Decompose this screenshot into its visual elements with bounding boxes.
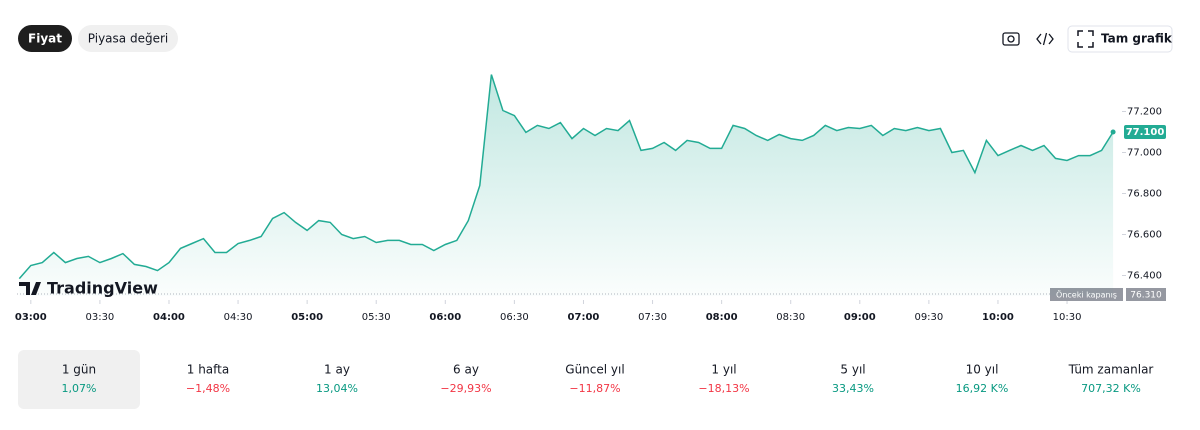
x-tick-label: 03:00 [15, 312, 47, 323]
current-price-bg [1124, 125, 1166, 139]
previous-close-label: 76.310 [1130, 291, 1162, 301]
y-tick-label: 77.200 [1127, 107, 1162, 118]
x-tick-label: 08:00 [706, 312, 738, 323]
price-line [18, 74, 1114, 280]
x-tick-label: 10:30 [1053, 312, 1082, 323]
x-tick-label: 07:00 [568, 312, 600, 323]
period-name[interactable]: 10 yıl [966, 363, 999, 377]
tab[interactable] [78, 25, 178, 52]
y-tick-label: 76.600 [1127, 230, 1162, 241]
embed-button[interactable] [1032, 26, 1058, 52]
current-price-label: 77.100 [1126, 127, 1165, 138]
y-tick-label: 76.400 [1127, 271, 1162, 282]
camera-button[interactable] [998, 26, 1024, 52]
period-name[interactable]: 6 ay [453, 363, 479, 377]
x-tick-label: 10:00 [982, 312, 1014, 323]
period-change[interactable]: −11,87% [569, 382, 620, 395]
x-tick-label: 07:30 [638, 312, 667, 323]
period-name[interactable]: Güncel yıl [565, 363, 624, 377]
x-tick-label: 08:30 [776, 312, 805, 323]
area-fill [19, 74, 1114, 296]
period-change[interactable]: 16,92 K% [956, 382, 1009, 395]
x-tick-label: 04:30 [224, 312, 253, 323]
x-tick-label: 05:00 [291, 312, 323, 323]
fullscreen-label[interactable]: Tam grafik [1101, 32, 1173, 46]
tab-label[interactable]: Fiyat [28, 32, 62, 46]
period-name[interactable]: 1 gün [62, 363, 96, 377]
tab-active[interactable] [18, 25, 72, 52]
period-change[interactable]: −29,93% [440, 382, 491, 395]
period-change[interactable]: −18,13% [698, 382, 749, 395]
x-tick-label: 05:30 [362, 312, 391, 323]
x-tick-label: 09:00 [844, 312, 876, 323]
y-tick-label: 77.000 [1127, 148, 1162, 159]
period-name[interactable]: 5 yıl [840, 363, 865, 377]
period-name[interactable]: 1 ay [324, 363, 350, 377]
period-change[interactable]: 33,43% [832, 382, 874, 395]
brand: TradingView [19, 279, 158, 298]
period-name[interactable]: Tüm zamanlar [1068, 363, 1154, 377]
fullscreen-button[interactable]: Tam grafik [1067, 25, 1173, 53]
brand-name: TradingView [47, 279, 158, 298]
last-point [1110, 129, 1116, 135]
x-tick-label: 03:30 [85, 312, 114, 323]
period-name[interactable]: 1 hafta [187, 363, 229, 377]
period-change[interactable]: 13,04% [316, 382, 358, 395]
period-change[interactable]: 1,07% [62, 382, 97, 395]
period-name[interactable]: 1 yıl [711, 363, 736, 377]
periods: 1 gün 1,07% 1 hafta −1,48% 1 ay 13,04% 6 ay −29… [18, 350, 1153, 409]
y-tick-label: 76.800 [1127, 189, 1162, 200]
x-tick-label: 06:00 [429, 312, 461, 323]
period-change[interactable]: −1,48% [186, 382, 230, 395]
period-change[interactable]: 707,32 K% [1081, 382, 1141, 395]
x-tick-label: 04:00 [153, 312, 185, 323]
x-tick-label: 06:30 [500, 312, 529, 323]
previous-close-bg [1126, 288, 1166, 301]
x-tick-label: 09:30 [914, 312, 943, 323]
tab-label[interactable]: Piyasa değeri [88, 32, 168, 46]
period-selected[interactable] [18, 350, 140, 409]
chart: 76.400 76.600 76.800 77.000 77.200 03:00 03:30… [15, 74, 1166, 323]
